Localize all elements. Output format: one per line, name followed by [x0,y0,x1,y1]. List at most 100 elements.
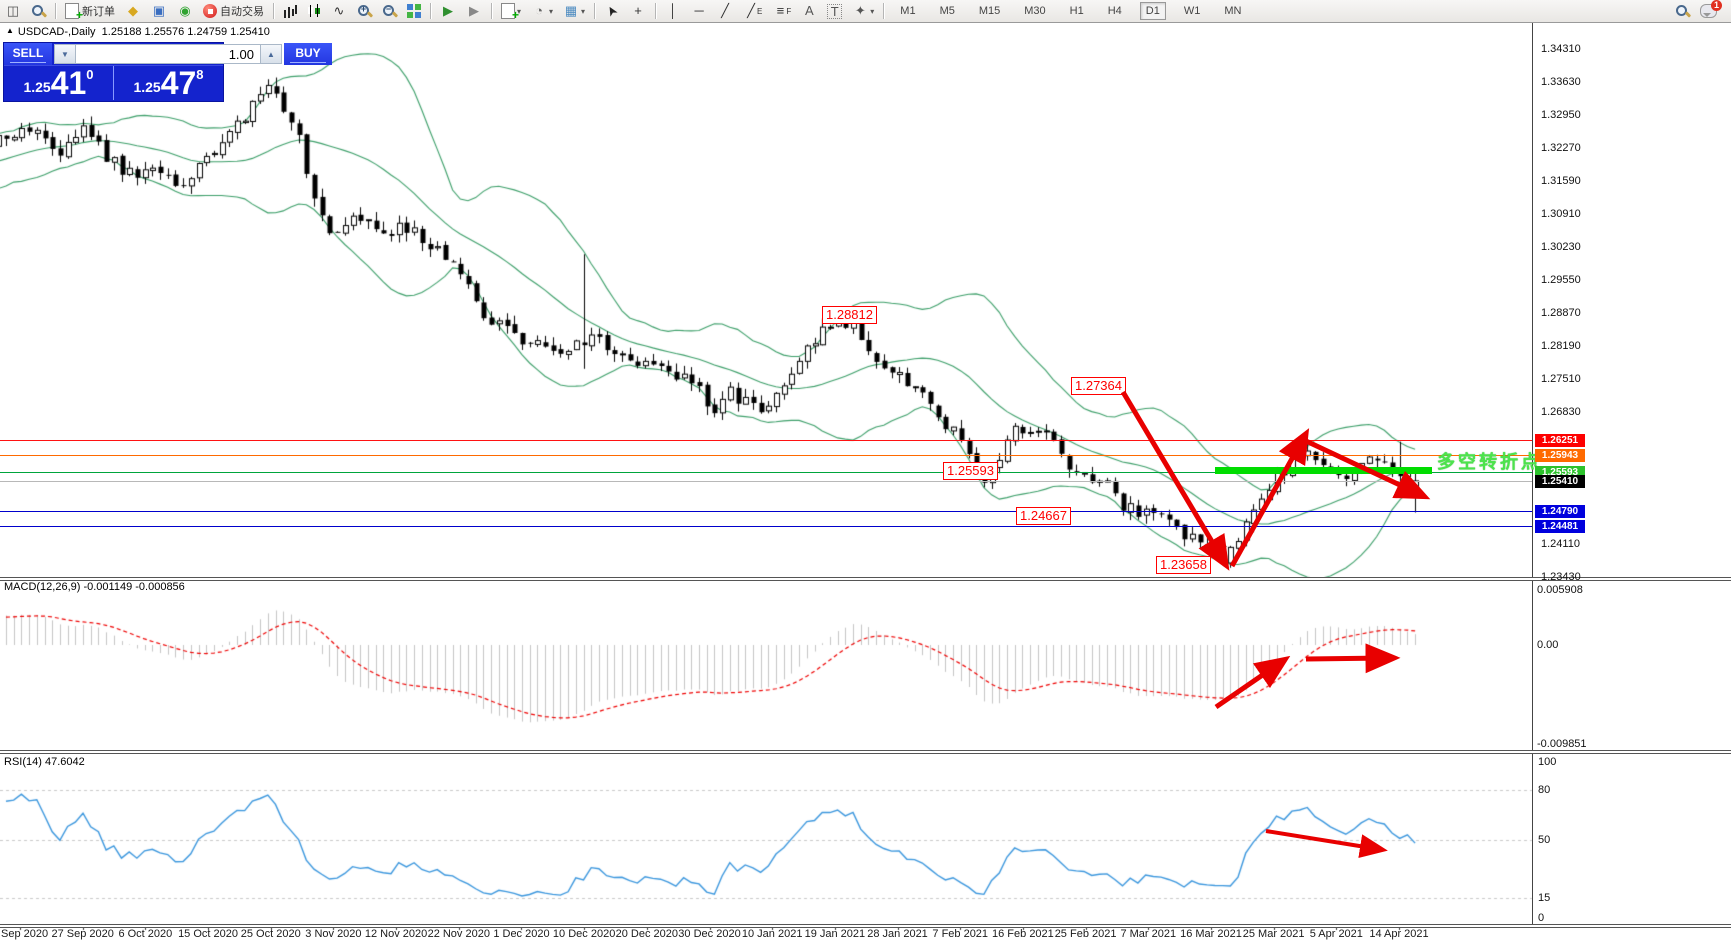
trendline-tool[interactable]: ╱ [713,0,737,22]
chart-shift-button[interactable]: ▶ [462,0,486,22]
sell-price-display[interactable]: 1.25 41 0 [4,66,114,100]
metaeditor-icon[interactable]: ◆ [121,0,145,22]
hline-1.24481[interactable] [0,526,1532,527]
label-tool[interactable]: T [823,0,846,22]
indicators-button[interactable]: ▾ [497,0,525,22]
text-tool[interactable]: A [797,0,821,22]
tile-windows-button[interactable] [403,0,425,22]
timeframe-m5-button[interactable]: M5 [939,5,955,17]
arrows-tool[interactable]: ✦ ▾ [848,0,878,22]
dropdown-arrow-icon[interactable]: ▾ [517,6,522,16]
rsi-label: RSI(14) 47.6042 [4,756,85,768]
price-label-1.24667[interactable]: 1.24667 [1016,507,1071,525]
volume-increase-button[interactable]: ▲ [260,44,282,64]
channel-icon: ╱ [747,3,755,18]
price-badge-1.25943: 1.25943 [1535,449,1585,462]
autotrading-button[interactable]: 自动交易 [199,0,268,22]
price-badge-1.26251: 1.26251 [1535,434,1585,447]
auto-scroll-button[interactable]: ▶ [436,0,460,22]
sell-button[interactable]: SELL [4,43,52,65]
collapse-triangle-icon[interactable]: ▲ [6,26,14,35]
timeframe-h4-button[interactable]: H4 [1107,5,1122,17]
price-tick: 1.26830 [1541,406,1581,418]
hline-1.26251[interactable] [0,440,1532,441]
sell-price-point: 0 [86,67,94,82]
candlestick-chart-button[interactable] [303,0,325,22]
price-axis-border [1532,22,1533,926]
hline-1.25943[interactable] [0,455,1532,456]
buy-button[interactable]: BUY [284,43,332,65]
timeframe-mn-button[interactable]: MN [1224,5,1242,17]
vline-tool[interactable]: │ [661,0,685,22]
zoom-out-icon: − [382,4,397,19]
timeframe-m30-button[interactable]: M30 [1024,5,1046,17]
price-label-1.27364[interactable]: 1.27364 [1071,377,1126,395]
date-label: 1 Dec 2020 [493,928,550,940]
zoom-in-button[interactable]: + [353,0,376,22]
price-label-1.25593[interactable]: 1.25593 [943,462,998,480]
tick-chart-icon[interactable] [27,0,50,22]
signals-icon[interactable]: ◉ [173,0,197,22]
templates-button[interactable]: ▦ ▾ [559,0,589,22]
date-label: 25 Feb 2021 [1054,928,1117,940]
macd-rsi-separator[interactable] [0,750,1731,754]
expert-advisors-icon[interactable]: ▣ [147,0,171,22]
new-order-button-label: 新订单 [82,6,115,18]
chat-icon[interactable]: 1 [1696,0,1722,22]
toolbar-separator [491,3,492,19]
date-label: 30 Dec 2020 [678,928,741,940]
timeframe-m1-button[interactable]: M1 [900,5,916,17]
main-macd-separator[interactable] [0,577,1731,581]
candlestick-chart-icon [307,4,321,18]
new-order-button[interactable]: 新订单 [61,0,119,22]
line-chart-button[interactable]: ∿ [327,0,351,22]
support-zone-bar[interactable] [1215,467,1432,474]
charts-window-icon[interactable]: ◫ [1,0,25,22]
price-badge-1.24790: 1.24790 [1535,505,1585,518]
price-tick: 1.32950 [1541,109,1581,121]
hline-1.25593[interactable] [0,472,1532,473]
date-label: 15 Oct 2020 [178,928,238,940]
periods-button[interactable]: ◔ ▾ [527,0,557,22]
buy-price-display[interactable]: 1.25 47 8 [114,66,223,100]
timeframe-m15-button[interactable]: M15 [978,5,1001,17]
toolbar-separator [883,3,885,19]
metaeditor-icon-icon: ◆ [128,3,138,18]
hline-1.24790[interactable] [0,511,1532,512]
tick-chart-icon-icon [31,4,46,19]
date-label: 7 Mar 2021 [1120,928,1177,940]
turning-point-note[interactable]: 多空转折点 [1437,452,1542,472]
channel-tool[interactable]: ╱ E [739,0,766,22]
toolbar-separator [273,3,274,19]
dropdown-arrow-icon[interactable]: ▾ [549,6,554,16]
hline-tool[interactable]: ─ [687,0,711,22]
price-tick: 1.32270 [1541,142,1581,154]
ohlc-values: 1.25188 1.25576 1.24759 1.25410 [101,26,270,38]
zoom-out-button[interactable]: − [378,0,401,22]
timeframe-h1-button[interactable]: H1 [1069,5,1084,17]
bar-chart-button[interactable] [279,0,301,22]
dropdown-arrow-icon[interactable]: ▾ [870,6,875,16]
volume-input[interactable] [76,44,260,64]
timeframe-w1-button[interactable]: W1 [1183,5,1201,17]
cursor-tool[interactable]: ➤ [600,0,624,22]
timeframe-d1-button[interactable]: D1 [1139,2,1166,20]
date-label: 16 Feb 2021 [992,928,1054,940]
hline-1.25410[interactable] [0,481,1532,482]
price-label-1.28812[interactable]: 1.28812 [822,306,877,324]
toolbar-separator [594,3,596,19]
volume-decrease-button[interactable]: ▼ [54,44,76,64]
expert-advisors-icon-icon: ▣ [152,3,166,18]
price-tick: 1.34310 [1541,43,1581,55]
price-label-1.23658[interactable]: 1.23658 [1156,556,1211,574]
templates-icon: ▦ [564,3,578,18]
crosshair-tool[interactable]: + [626,0,650,22]
price-tick: 1.28870 [1541,307,1581,319]
fibonacci-tool[interactable]: ≡ F [768,0,795,22]
text-icon: A [804,3,814,18]
dropdown-arrow-icon[interactable]: ▾ [581,6,586,16]
periods-icon: ◔ [535,3,543,18]
search-icon[interactable] [1671,0,1694,22]
